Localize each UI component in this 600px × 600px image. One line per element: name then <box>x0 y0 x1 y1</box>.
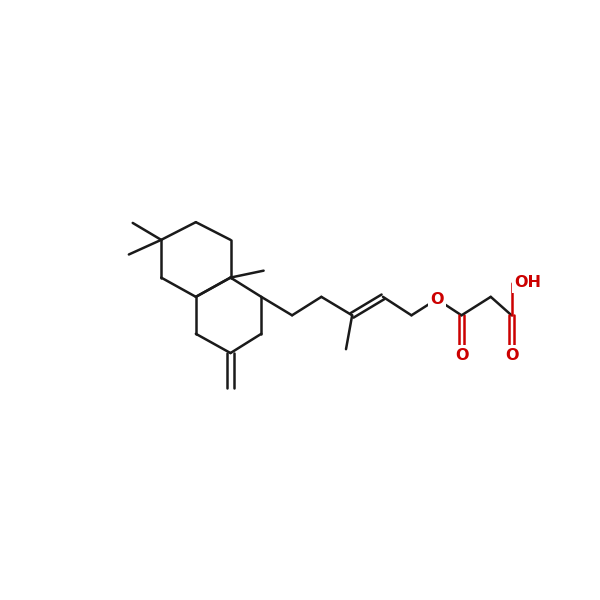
Text: OH: OH <box>515 275 542 290</box>
Text: O: O <box>505 347 518 362</box>
Text: O: O <box>430 292 443 307</box>
Text: O: O <box>455 347 468 362</box>
